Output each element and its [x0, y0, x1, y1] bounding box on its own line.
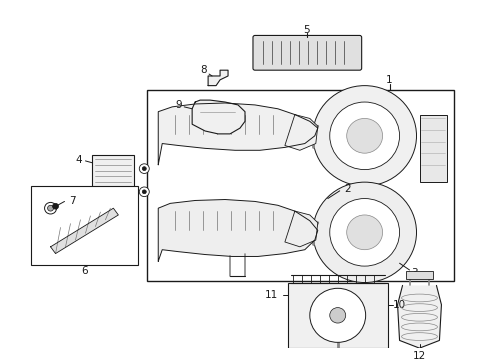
Circle shape [329, 102, 399, 170]
Polygon shape [208, 70, 227, 86]
Polygon shape [397, 285, 441, 348]
Text: 4: 4 [75, 155, 81, 165]
Polygon shape [50, 208, 118, 253]
Text: 12: 12 [412, 351, 425, 360]
Circle shape [312, 182, 416, 283]
Text: 10: 10 [392, 300, 406, 310]
Circle shape [329, 307, 345, 323]
Bar [31, 186, 138, 265]
Bar [405, 271, 432, 279]
Text: 8: 8 [200, 65, 206, 75]
Text: 2: 2 [344, 184, 350, 194]
Text: 11: 11 [265, 290, 278, 300]
Bar [419, 114, 447, 182]
Text: 3: 3 [410, 268, 417, 278]
Text: 1: 1 [386, 75, 392, 85]
Polygon shape [285, 211, 317, 247]
Circle shape [47, 205, 53, 211]
FancyBboxPatch shape [252, 35, 361, 70]
Circle shape [312, 86, 416, 186]
Circle shape [142, 190, 146, 194]
Circle shape [139, 164, 149, 174]
Circle shape [139, 187, 149, 197]
Circle shape [329, 199, 399, 266]
Bar [325, 353, 349, 360]
Bar [287, 283, 387, 348]
Circle shape [142, 167, 146, 171]
Polygon shape [158, 103, 317, 165]
Polygon shape [192, 100, 244, 134]
Text: 5: 5 [303, 24, 309, 35]
Bar [92, 155, 134, 205]
Circle shape [346, 118, 382, 153]
Polygon shape [158, 199, 317, 261]
Bar [147, 90, 453, 280]
Circle shape [309, 288, 365, 342]
Circle shape [346, 215, 382, 250]
Circle shape [52, 203, 59, 209]
Text: 6: 6 [81, 266, 87, 276]
Text: 9: 9 [175, 100, 181, 110]
Text: 7: 7 [69, 197, 76, 206]
Circle shape [44, 202, 57, 214]
Polygon shape [285, 114, 317, 150]
